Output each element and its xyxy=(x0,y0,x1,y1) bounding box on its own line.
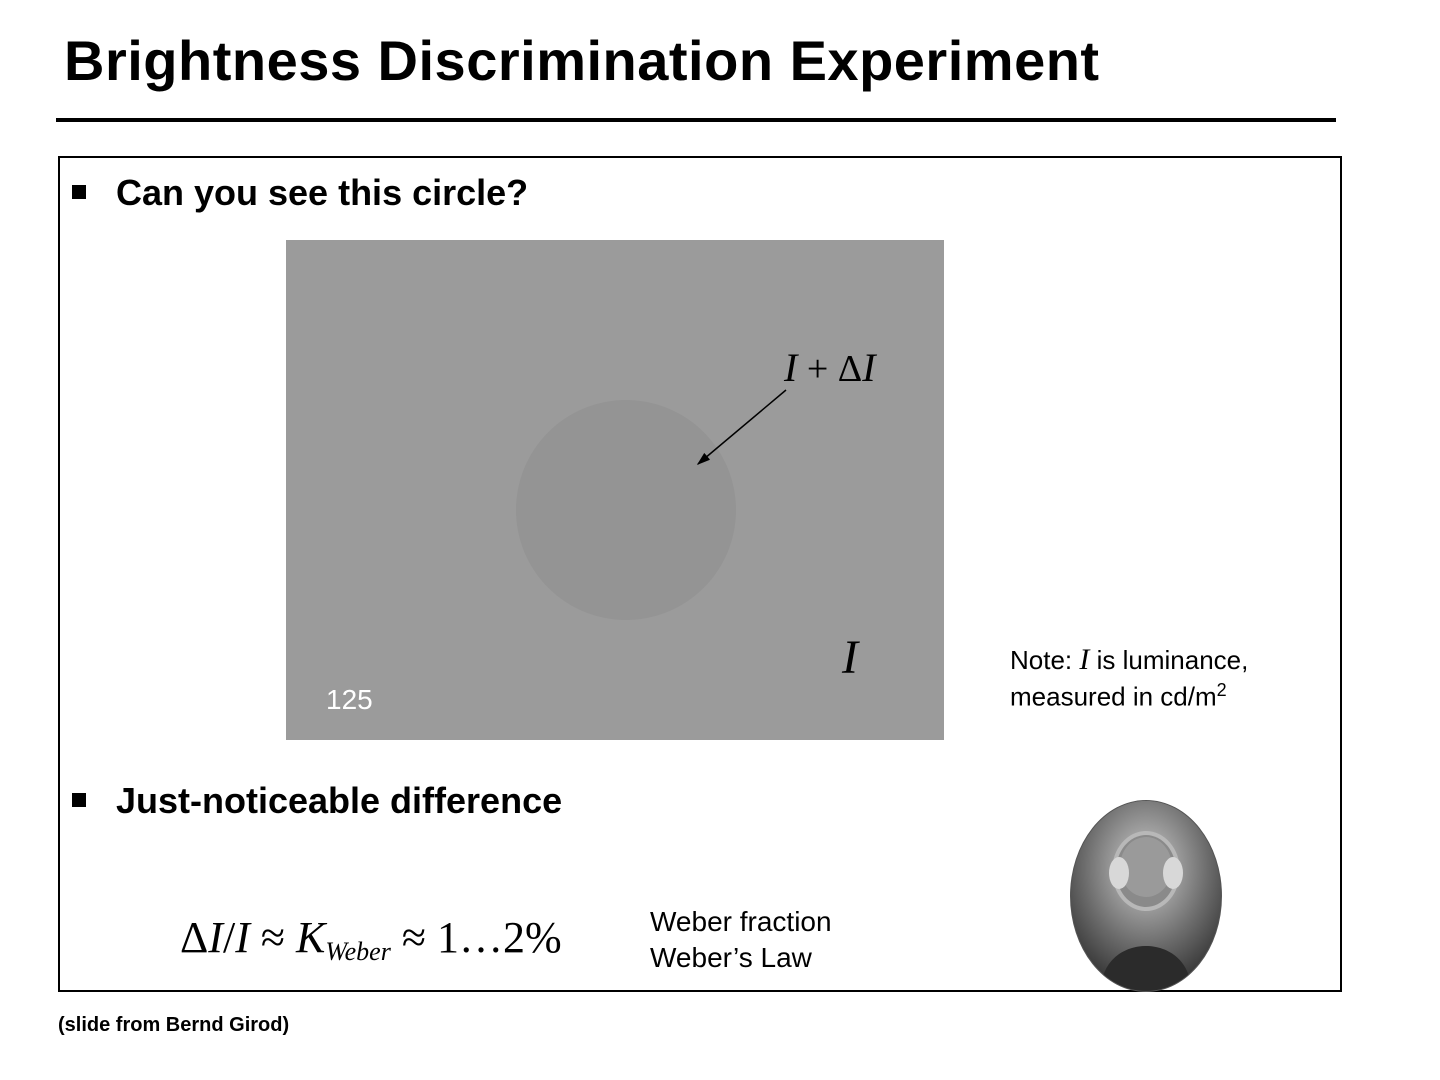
bullet-1: Can you see this circle? xyxy=(72,172,528,214)
note-var-i: I xyxy=(1079,643,1089,676)
brightness-demo: I + ΔI I 125 xyxy=(286,240,944,740)
weber-line1: Weber fraction xyxy=(650,906,832,937)
slide: Brightness Discrimination Experiment Can… xyxy=(0,0,1440,1080)
bullet-1-text: Can you see this circle? xyxy=(116,172,528,213)
label-i: I xyxy=(842,630,858,685)
note-sup: 2 xyxy=(1217,680,1227,700)
luminance-note: Note: I is luminance, measured in cd/m2 xyxy=(1010,640,1340,714)
label-i-plus-delta-i: I + ΔI xyxy=(784,344,876,391)
weber-caption: Weber fraction Weber’s Law xyxy=(650,904,832,977)
note-line1-prefix: Note: xyxy=(1010,645,1079,675)
weber-line2: Weber’s Law xyxy=(650,942,812,973)
weber-formula: ΔI/I ≈ KWeber ≈ 1…2% xyxy=(180,912,562,967)
bullet-icon xyxy=(72,793,86,807)
slide-credit: (slide from Bernd Girod) xyxy=(58,1014,289,1037)
title-rule xyxy=(56,118,1336,122)
weber-portrait xyxy=(1070,800,1222,992)
slide-title: Brightness Discrimination Experiment xyxy=(64,28,1100,93)
bullet-2: Just-noticeable difference xyxy=(72,780,562,822)
demo-value: 125 xyxy=(326,684,373,716)
bullet-2-text: Just-noticeable difference xyxy=(116,780,562,821)
demo-circle xyxy=(516,400,736,620)
note-line2-prefix: measured in cd/m xyxy=(1010,682,1217,712)
bullet-icon xyxy=(72,185,86,199)
note-line1-suffix: is luminance, xyxy=(1089,645,1248,675)
